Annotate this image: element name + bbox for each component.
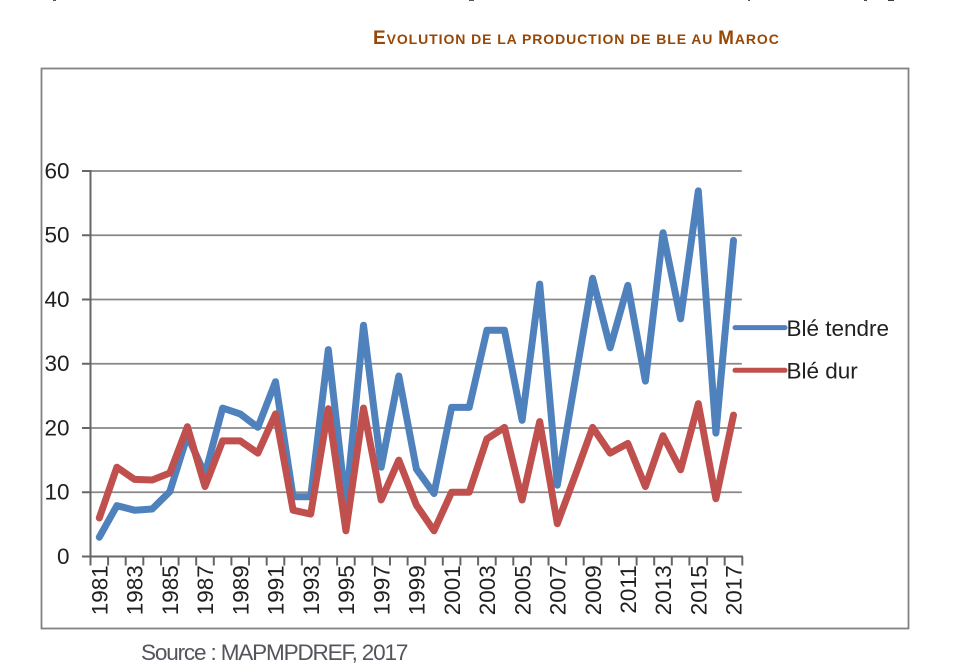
svg-text:20: 20 (44, 415, 69, 440)
svg-text:1997: 1997 (369, 565, 394, 615)
svg-text:2015: 2015 (687, 565, 712, 615)
svg-text:2009: 2009 (581, 565, 606, 615)
svg-text:1993: 1993 (299, 565, 324, 615)
svg-text:2017: 2017 (722, 565, 747, 615)
svg-text:1989: 1989 (228, 565, 253, 615)
svg-text:50: 50 (44, 223, 69, 248)
svg-text:Blé dur: Blé dur (787, 359, 859, 384)
svg-text:1981: 1981 (88, 565, 113, 615)
svg-text:2005: 2005 (510, 565, 535, 615)
svg-text:2011: 2011 (616, 565, 641, 613)
svg-text:2001: 2001 (440, 565, 465, 615)
svg-text:10: 10 (44, 480, 69, 505)
svg-text:60: 60 (44, 158, 69, 183)
svg-text:1987: 1987 (193, 565, 218, 615)
svg-text:2007: 2007 (546, 565, 571, 615)
svg-text:0: 0 (57, 544, 70, 569)
svg-text:1983: 1983 (123, 565, 148, 615)
svg-text:1999: 1999 (405, 565, 430, 615)
svg-text:1985: 1985 (158, 565, 183, 615)
svg-text:1991: 1991 (264, 565, 289, 615)
svg-text:2013: 2013 (651, 565, 676, 615)
svg-text:2003: 2003 (475, 565, 500, 615)
svg-text:40: 40 (44, 287, 69, 312)
svg-text:Blé tendre: Blé tendre (787, 316, 890, 341)
svg-text:1995: 1995 (334, 565, 359, 615)
svg-text:30: 30 (44, 351, 69, 376)
